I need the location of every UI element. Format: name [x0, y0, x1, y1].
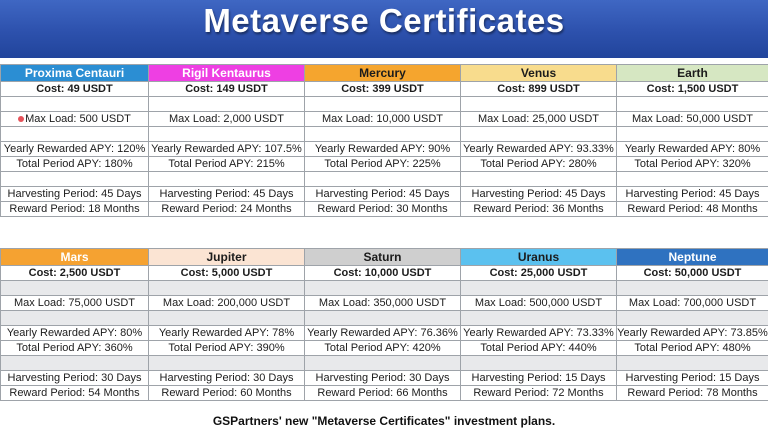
cost-cell: Cost: 399 USDT	[304, 81, 461, 97]
total-apy-cell: Total Period APY: 215%	[148, 156, 305, 172]
reward-period-row: Reward Period: 54 Months Reward Period: …	[0, 385, 768, 401]
max-load-cell: Max Load: 200,000 USDT	[148, 295, 305, 311]
spacer-row	[0, 355, 768, 371]
max-load-cell: Max Load: 50,000 USDT	[616, 111, 768, 127]
cost-cell: Cost: 149 USDT	[148, 81, 305, 97]
plan-header: Earth	[616, 64, 768, 82]
cost-row: Cost: 49 USDT Cost: 149 USDT Cost: 399 U…	[0, 81, 768, 97]
cost-cell: Cost: 1,500 USDT	[616, 81, 768, 97]
plan-header: Venus	[460, 64, 617, 82]
header-row: Mars Jupiter Saturn Uranus Neptune	[0, 248, 768, 266]
reward-period-cell: Reward Period: 30 Months	[304, 201, 461, 217]
plan-header: Jupiter	[148, 248, 305, 266]
reward-period-row: Reward Period: 18 Months Reward Period: …	[0, 201, 768, 217]
spacer-row	[0, 280, 768, 296]
header-row: Proxima Centauri Rigil Kentaurus Mercury…	[0, 64, 768, 82]
max-load-cell: Max Load: 25,000 USDT	[460, 111, 617, 127]
yearly-apy-row: Yearly Rewarded APY: 120% Yearly Rewarde…	[0, 141, 768, 157]
certificates-table-1: Proxima Centauri Rigil Kentaurus Mercury…	[0, 64, 768, 217]
max-load-cell: Max Load: 500,000 USDT	[460, 295, 617, 311]
cost-cell: Cost: 10,000 USDT	[304, 265, 461, 281]
page-title: Metaverse Certificates	[203, 2, 565, 39]
yearly-apy-cell: Yearly Rewarded APY: 73.33%	[460, 325, 617, 341]
max-load-cell: Max Load: 350,000 USDT	[304, 295, 461, 311]
harvesting-period-cell: Harvesting Period: 45 Days	[304, 186, 461, 202]
total-apy-cell: Total Period APY: 360%	[0, 340, 149, 356]
yearly-apy-cell: Yearly Rewarded APY: 93.33%	[460, 141, 617, 157]
total-apy-cell: Total Period APY: 180%	[0, 156, 149, 172]
max-load-cell: Max Load: 700,000 USDT	[616, 295, 768, 311]
yearly-apy-cell: Yearly Rewarded APY: 90%	[304, 141, 461, 157]
cost-cell: Cost: 899 USDT	[460, 81, 617, 97]
reward-period-cell: Reward Period: 18 Months	[0, 201, 149, 217]
spacer-row	[0, 171, 768, 187]
max-load-row: Max Load: 75,000 USDT Max Load: 200,000 …	[0, 295, 768, 311]
reward-period-cell: Reward Period: 66 Months	[304, 385, 461, 401]
reward-period-cell: Reward Period: 72 Months	[460, 385, 617, 401]
harvesting-period-cell: Harvesting Period: 15 Days	[460, 370, 617, 386]
yearly-apy-cell: Yearly Rewarded APY: 76.36%	[304, 325, 461, 341]
harvesting-period-cell: Harvesting Period: 45 Days	[616, 186, 768, 202]
cost-cell: Cost: 2,500 USDT	[0, 265, 149, 281]
cost-cell: Cost: 5,000 USDT	[148, 265, 305, 281]
spacer-row	[0, 126, 768, 142]
harvesting-period-cell: Harvesting Period: 45 Days	[0, 186, 149, 202]
plan-header: Saturn	[304, 248, 461, 266]
harvesting-period-row: Harvesting Period: 30 Days Harvesting Pe…	[0, 370, 768, 386]
caption: GSPartners' new "Metaverse Certificates"…	[212, 414, 556, 428]
yearly-apy-cell: Yearly Rewarded APY: 73.85%	[616, 325, 768, 341]
harvesting-period-cell: Harvesting Period: 30 Days	[0, 370, 149, 386]
cursor-dot-icon	[18, 116, 25, 123]
plan-header: Rigil Kentaurus	[148, 64, 305, 82]
plan-header: Mars	[0, 248, 149, 266]
yearly-apy-row: Yearly Rewarded APY: 80% Yearly Rewarded…	[0, 325, 768, 341]
total-apy-cell: Total Period APY: 280%	[460, 156, 617, 172]
total-apy-cell: Total Period APY: 480%	[616, 340, 768, 356]
max-load-cell: Max Load: 10,000 USDT	[304, 111, 461, 127]
yearly-apy-cell: Yearly Rewarded APY: 80%	[0, 325, 149, 341]
plan-header: Neptune	[616, 248, 768, 266]
plan-header: Mercury	[304, 64, 461, 82]
yearly-apy-cell: Yearly Rewarded APY: 80%	[616, 141, 768, 157]
reward-period-cell: Reward Period: 60 Months	[148, 385, 305, 401]
total-apy-cell: Total Period APY: 225%	[304, 156, 461, 172]
harvesting-period-cell: Harvesting Period: 30 Days	[304, 370, 461, 386]
reward-period-cell: Reward Period: 36 Months	[460, 201, 617, 217]
plan-header: Uranus	[460, 248, 617, 266]
cost-row: Cost: 2,500 USDT Cost: 5,000 USDT Cost: …	[0, 265, 768, 281]
total-apy-row: Total Period APY: 360% Total Period APY:…	[0, 340, 768, 356]
reward-period-cell: Reward Period: 78 Months	[616, 385, 768, 401]
cost-cell: Cost: 50,000 USDT	[616, 265, 768, 281]
max-load-text: Max Load: 500 USDT	[25, 113, 131, 125]
cost-cell: Cost: 25,000 USDT	[460, 265, 617, 281]
reward-period-cell: Reward Period: 48 Months	[616, 201, 768, 217]
total-apy-cell: Total Period APY: 420%	[304, 340, 461, 356]
harvesting-period-cell: Harvesting Period: 30 Days	[148, 370, 305, 386]
yearly-apy-cell: Yearly Rewarded APY: 107.5%	[148, 141, 305, 157]
reward-period-cell: Reward Period: 54 Months	[0, 385, 149, 401]
certificates-table-2: Mars Jupiter Saturn Uranus Neptune Cost:…	[0, 248, 768, 401]
max-load-row: Max Load: 500 USDT Max Load: 2,000 USDT …	[0, 111, 768, 127]
max-load-cell: Max Load: 75,000 USDT	[0, 295, 149, 311]
total-apy-row: Total Period APY: 180% Total Period APY:…	[0, 156, 768, 172]
max-load-cell: Max Load: 500 USDT	[0, 111, 149, 127]
harvesting-period-cell: Harvesting Period: 45 Days	[460, 186, 617, 202]
total-apy-cell: Total Period APY: 440%	[460, 340, 617, 356]
title-banner: Metaverse Certificates	[0, 0, 768, 58]
harvesting-period-row: Harvesting Period: 45 Days Harvesting Pe…	[0, 186, 768, 202]
spacer-row	[0, 96, 768, 112]
spacer-row	[0, 310, 768, 326]
yearly-apy-cell: Yearly Rewarded APY: 78%	[148, 325, 305, 341]
total-apy-cell: Total Period APY: 390%	[148, 340, 305, 356]
reward-period-cell: Reward Period: 24 Months	[148, 201, 305, 217]
harvesting-period-cell: Harvesting Period: 15 Days	[616, 370, 768, 386]
yearly-apy-cell: Yearly Rewarded APY: 120%	[0, 141, 149, 157]
total-apy-cell: Total Period APY: 320%	[616, 156, 768, 172]
max-load-cell: Max Load: 2,000 USDT	[148, 111, 305, 127]
cost-cell: Cost: 49 USDT	[0, 81, 149, 97]
harvesting-period-cell: Harvesting Period: 45 Days	[148, 186, 305, 202]
plan-header: Proxima Centauri	[0, 64, 149, 82]
